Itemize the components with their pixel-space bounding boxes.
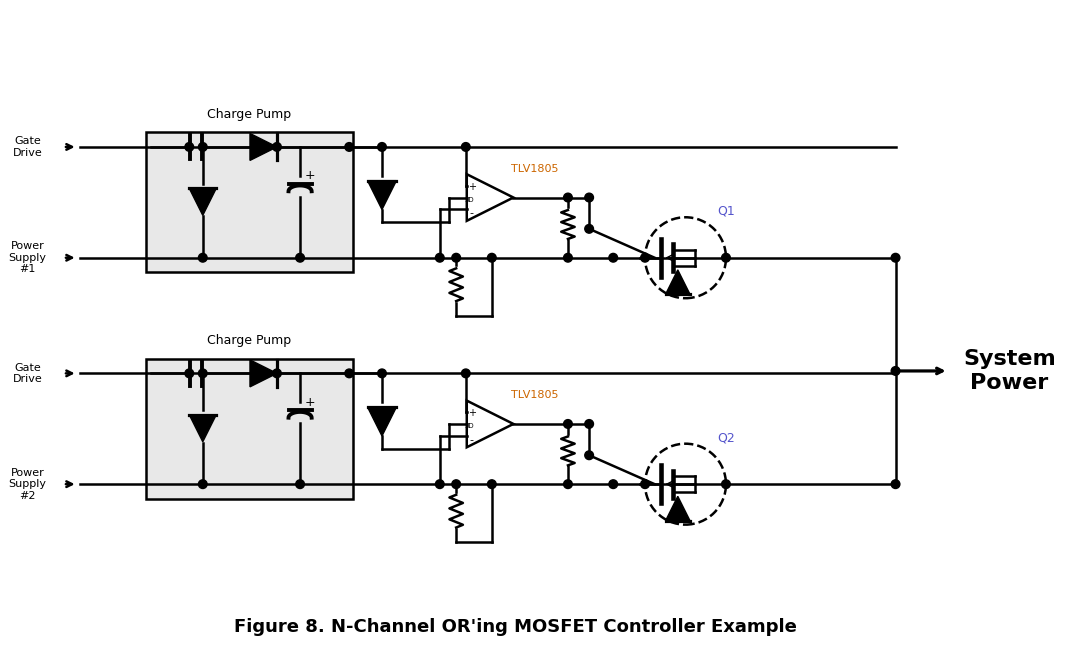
Text: Gate
Drive: Gate Drive bbox=[13, 362, 43, 384]
Circle shape bbox=[722, 480, 731, 488]
Circle shape bbox=[487, 480, 497, 488]
Circle shape bbox=[609, 480, 617, 488]
Circle shape bbox=[199, 480, 207, 488]
Circle shape bbox=[199, 143, 207, 151]
Polygon shape bbox=[665, 270, 690, 294]
Text: Gate
Drive: Gate Drive bbox=[13, 136, 43, 158]
Text: Power
Supply
#1: Power Supply #1 bbox=[9, 241, 46, 275]
Circle shape bbox=[564, 480, 572, 488]
Bar bbox=[146, 133, 354, 272]
Text: +: + bbox=[468, 182, 475, 192]
Circle shape bbox=[199, 253, 207, 262]
Circle shape bbox=[891, 480, 900, 488]
Text: TLV1805: TLV1805 bbox=[512, 164, 559, 174]
Polygon shape bbox=[189, 414, 216, 442]
Polygon shape bbox=[665, 496, 690, 521]
Polygon shape bbox=[189, 188, 216, 215]
Circle shape bbox=[436, 253, 444, 262]
Text: Q1: Q1 bbox=[717, 205, 735, 218]
Polygon shape bbox=[367, 181, 396, 210]
Circle shape bbox=[199, 369, 207, 378]
Text: +: + bbox=[468, 409, 475, 418]
Text: Power
Supply
#2: Power Supply #2 bbox=[9, 467, 46, 501]
Polygon shape bbox=[250, 360, 277, 387]
Circle shape bbox=[296, 480, 304, 488]
Circle shape bbox=[487, 253, 497, 262]
Text: SD: SD bbox=[465, 423, 474, 429]
Circle shape bbox=[436, 480, 444, 488]
Text: System
Power: System Power bbox=[963, 349, 1056, 393]
Circle shape bbox=[585, 451, 594, 459]
Circle shape bbox=[272, 143, 281, 151]
Circle shape bbox=[564, 193, 572, 202]
Circle shape bbox=[585, 224, 594, 233]
Circle shape bbox=[378, 143, 387, 151]
Circle shape bbox=[585, 420, 594, 428]
Circle shape bbox=[452, 480, 460, 488]
Circle shape bbox=[461, 143, 470, 151]
Circle shape bbox=[345, 369, 354, 378]
Text: SD: SD bbox=[465, 197, 474, 203]
Circle shape bbox=[585, 193, 594, 202]
Text: -: - bbox=[470, 209, 473, 218]
Circle shape bbox=[296, 253, 304, 262]
Circle shape bbox=[185, 369, 193, 378]
Polygon shape bbox=[367, 407, 396, 436]
Circle shape bbox=[891, 253, 900, 262]
Circle shape bbox=[378, 369, 387, 378]
Circle shape bbox=[452, 253, 460, 262]
Circle shape bbox=[564, 253, 572, 262]
Text: Charge Pump: Charge Pump bbox=[207, 335, 292, 347]
Text: -: - bbox=[470, 435, 473, 445]
Circle shape bbox=[564, 420, 572, 428]
Circle shape bbox=[272, 369, 281, 378]
Circle shape bbox=[722, 253, 731, 262]
Text: TLV1805: TLV1805 bbox=[512, 390, 559, 400]
Text: +: + bbox=[304, 170, 315, 182]
Text: Charge Pump: Charge Pump bbox=[207, 108, 292, 121]
Circle shape bbox=[641, 253, 649, 262]
Circle shape bbox=[641, 480, 649, 488]
Circle shape bbox=[185, 143, 193, 151]
Bar bbox=[146, 359, 354, 498]
Polygon shape bbox=[250, 133, 277, 160]
Circle shape bbox=[461, 369, 470, 378]
Circle shape bbox=[609, 253, 617, 262]
Circle shape bbox=[345, 143, 354, 151]
Text: +: + bbox=[304, 396, 315, 409]
Text: Q2: Q2 bbox=[717, 432, 735, 444]
Circle shape bbox=[891, 366, 900, 376]
Text: Figure 8. N-Channel OR'ing MOSFET Controller Example: Figure 8. N-Channel OR'ing MOSFET Contro… bbox=[235, 618, 798, 636]
